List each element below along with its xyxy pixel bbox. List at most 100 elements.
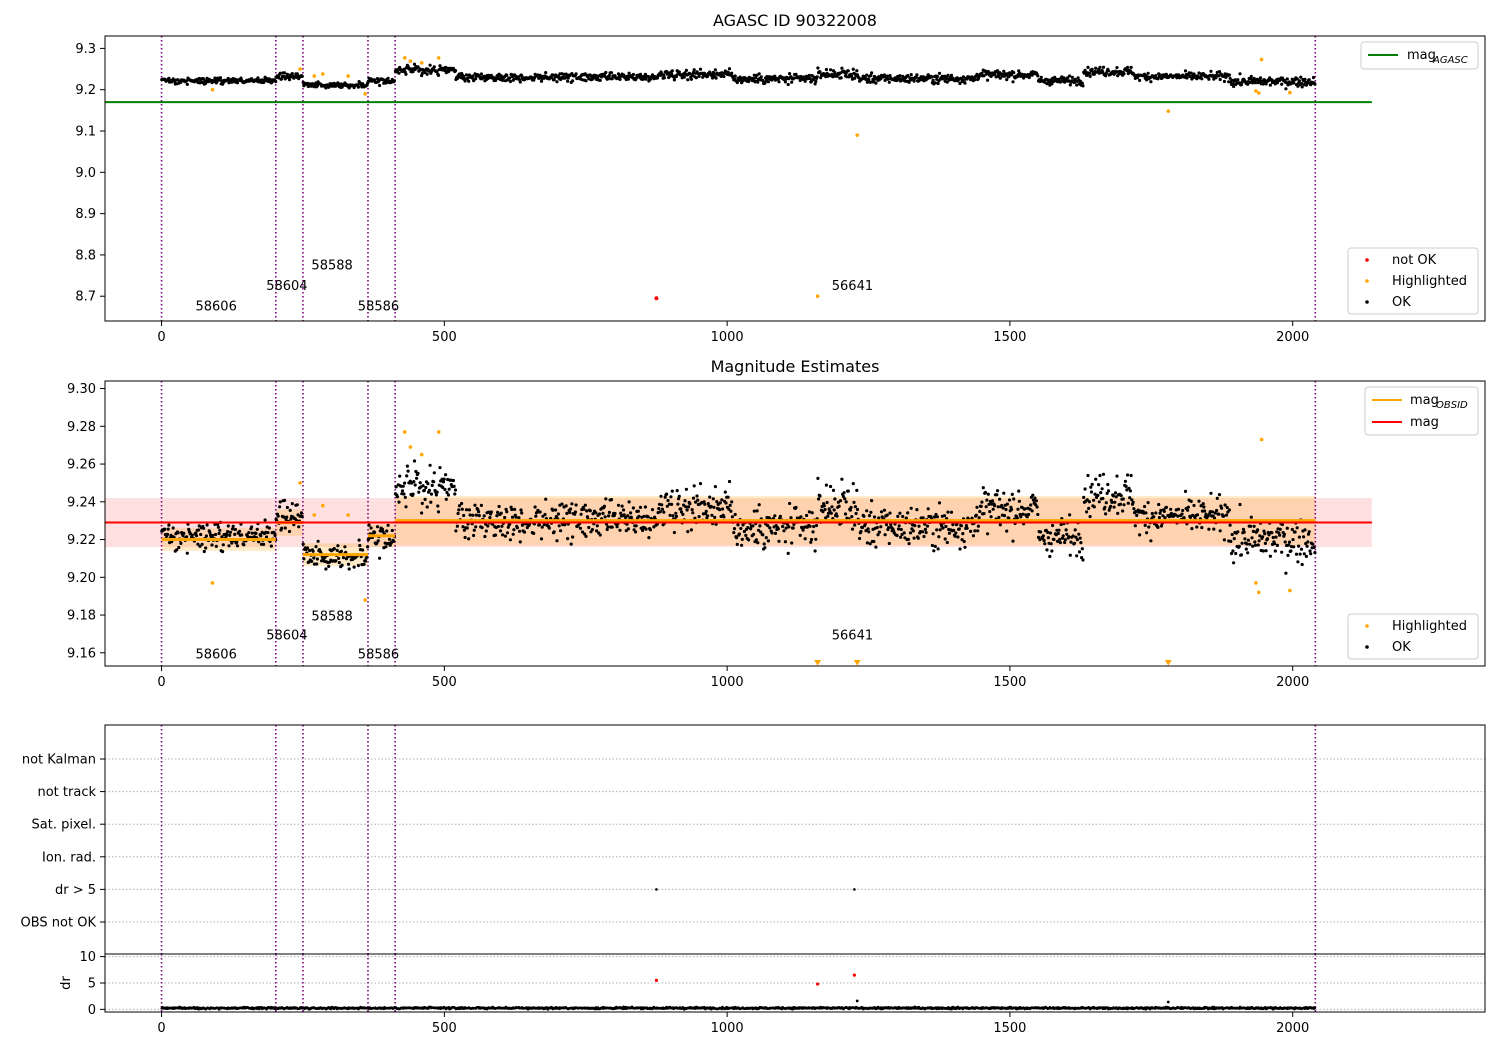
ok-point [826, 514, 830, 518]
ok-point [996, 505, 1000, 509]
ok-point [179, 541, 183, 546]
ok-point [817, 497, 821, 501]
ok-point [942, 514, 947, 518]
ok-point [204, 81, 208, 85]
ok-point [429, 492, 434, 496]
ok-point [1048, 531, 1053, 535]
ok-point [406, 469, 410, 473]
ok-point [1063, 540, 1067, 545]
ok-point [541, 514, 545, 518]
ok-point [570, 502, 574, 506]
ok-point [887, 80, 891, 84]
ok-point [887, 526, 891, 530]
ok-point [695, 494, 699, 498]
ok-point [369, 526, 373, 530]
ok-point [1306, 540, 1310, 544]
ok-point [1019, 515, 1023, 519]
ok-point [607, 510, 612, 514]
ok-point [1036, 512, 1040, 517]
ok-point [1200, 526, 1204, 530]
ok-point [508, 79, 512, 84]
ok-point [387, 537, 392, 541]
ok-point [1268, 554, 1272, 558]
ok-point [1176, 507, 1181, 511]
ok-point [683, 499, 687, 503]
ok-point [803, 537, 807, 541]
ok-point [855, 507, 860, 512]
ok-point [343, 545, 347, 549]
ok-point [1007, 498, 1012, 502]
ok-point [888, 511, 892, 515]
ok-point [255, 527, 259, 531]
ok-point [1270, 531, 1274, 535]
ok-point [763, 546, 767, 550]
ok-point [267, 77, 271, 81]
ok-point [1068, 513, 1072, 517]
ok-point [474, 525, 478, 529]
ok-point [726, 495, 730, 499]
ok-point [283, 71, 287, 75]
ok-point [1101, 65, 1106, 69]
ok-point [1094, 66, 1098, 70]
ok-point [1106, 482, 1110, 487]
ok-point [853, 76, 857, 80]
ok-point [915, 508, 919, 512]
ok-point [1080, 547, 1084, 551]
ok-point [1092, 72, 1096, 76]
ok-point [453, 69, 458, 73]
ok-point [412, 459, 417, 463]
ok-point [228, 530, 232, 534]
ok-point [627, 500, 631, 504]
ok-point [1156, 525, 1160, 530]
mag-line-legend: mag OBSID mag [1364, 386, 1479, 436]
ok-point [235, 81, 240, 85]
ok-point [555, 539, 559, 543]
ok-point [962, 539, 966, 544]
ok-point [1207, 77, 1211, 81]
ok-point [1068, 553, 1072, 557]
ok-point [692, 484, 696, 488]
ok-point [464, 508, 469, 512]
ok-point [420, 511, 424, 515]
ok-point [283, 526, 287, 530]
ok-point [1138, 78, 1142, 82]
ok-point [323, 555, 327, 559]
ok-point [467, 79, 471, 83]
ok-point [686, 78, 690, 82]
ok-point [1263, 532, 1267, 536]
ok-point [1079, 541, 1083, 545]
ok-point [1238, 72, 1242, 76]
ok-point [773, 531, 778, 536]
ok-point [588, 509, 592, 513]
ok-point [840, 477, 844, 481]
ok-point [392, 79, 396, 83]
ok-point [730, 71, 734, 75]
ok-point [672, 530, 677, 535]
ok-point [1232, 537, 1236, 541]
ok-point [1297, 79, 1301, 83]
ok-point [949, 510, 954, 514]
ok-point [278, 500, 282, 504]
ok-point [904, 516, 908, 520]
ok-point [668, 513, 672, 517]
ok-point [1001, 506, 1005, 510]
ok-point [385, 529, 389, 533]
ok-point [518, 540, 522, 544]
ok-point [467, 508, 471, 512]
ok-point [429, 500, 433, 504]
highlighted-point [363, 598, 367, 602]
ok-point [1186, 505, 1190, 509]
ok-point [641, 528, 645, 533]
ok-point [644, 527, 648, 531]
ok-point [456, 511, 460, 516]
ok-point [1057, 528, 1061, 532]
ok-point [1073, 528, 1077, 532]
ok-point [671, 514, 675, 518]
ok-point [1312, 545, 1316, 550]
ok-point [604, 70, 608, 75]
ok-point [285, 72, 289, 76]
ok-point [205, 523, 209, 527]
legend-highlighted-marker [1365, 279, 1369, 283]
ok-point [877, 530, 882, 534]
y-tick-label: 9.30 [67, 382, 96, 397]
